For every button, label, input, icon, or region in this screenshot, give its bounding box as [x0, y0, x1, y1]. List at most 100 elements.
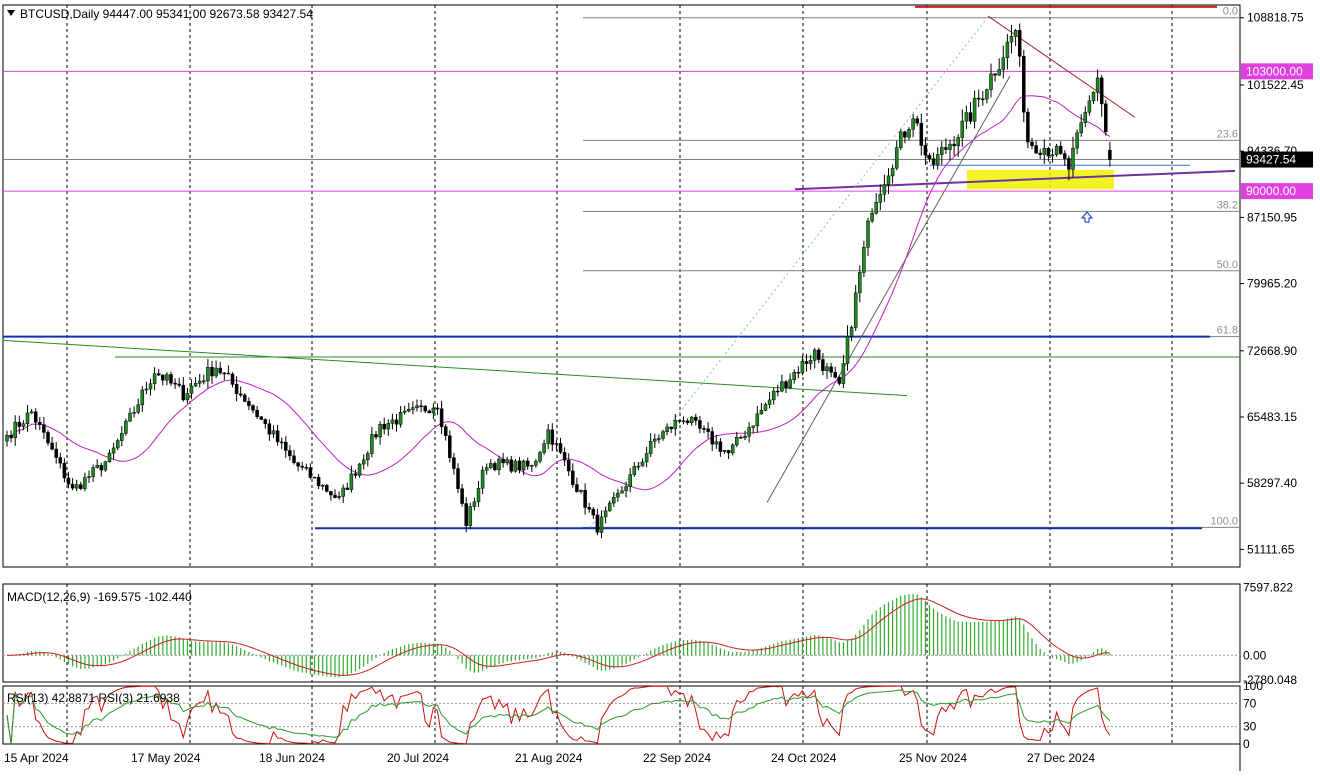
candle-body — [382, 424, 386, 430]
candle-body — [99, 465, 104, 471]
candle-body — [706, 428, 710, 432]
candle-body — [825, 366, 829, 371]
price-tick-label: 65483.15 — [1247, 410, 1297, 424]
price-badge-label: 93427.54 — [1246, 153, 1296, 167]
candle-body — [640, 461, 645, 467]
candle-body — [1013, 30, 1018, 37]
price-badge — [1241, 151, 1313, 168]
candle-body — [25, 412, 30, 424]
candle-body — [1009, 36, 1014, 43]
candle-body — [279, 441, 284, 444]
candle-body — [677, 420, 682, 422]
candle-body — [644, 453, 649, 463]
candle-body — [956, 137, 960, 147]
candle-body — [226, 372, 231, 375]
candle-body — [169, 374, 173, 384]
candle-body — [259, 416, 263, 420]
candle-body — [21, 423, 26, 427]
candle-body — [968, 112, 973, 122]
candle-body — [189, 385, 194, 394]
candle-body — [1104, 103, 1108, 133]
candle-body — [607, 502, 612, 512]
candle-body — [202, 380, 206, 383]
candle-body — [161, 374, 165, 381]
candle-body — [333, 494, 337, 498]
macd-tick-label: 0.00 — [1243, 648, 1267, 662]
candle-body — [907, 128, 911, 138]
fib-level-label: 23.6 — [1217, 128, 1238, 140]
candle-body — [374, 434, 378, 438]
candle-body — [1026, 111, 1030, 143]
candle-body — [353, 473, 358, 476]
candle-body — [144, 388, 149, 391]
fib-level-label: 61.8 — [1217, 325, 1238, 337]
candle-body — [767, 399, 772, 405]
candle-body — [316, 476, 321, 487]
candle-body — [407, 409, 411, 412]
candle-body — [858, 272, 862, 294]
candle-body — [402, 410, 407, 413]
candle-body — [599, 516, 604, 533]
main-pane-frame — [2, 4, 1241, 568]
rsi3-line — [6, 685, 1111, 745]
candle-body — [91, 467, 95, 477]
candle-body — [1083, 111, 1088, 123]
candle-body — [985, 89, 989, 100]
candle-body — [476, 488, 481, 503]
candle-body — [903, 131, 907, 138]
candle-body — [513, 460, 518, 472]
candle-body — [480, 469, 485, 489]
candle-body — [923, 145, 928, 156]
candle-body — [899, 131, 903, 148]
candle-body — [940, 147, 944, 155]
candle-body — [1050, 154, 1055, 157]
candle-body — [296, 462, 300, 467]
candle-body — [501, 458, 505, 464]
candle-body — [357, 463, 362, 476]
candle-body — [308, 467, 313, 478]
x-axis-date-label: 21 Aug 2024 — [515, 751, 583, 765]
candle-body — [370, 434, 374, 454]
candle-body — [1017, 30, 1022, 57]
candle-body — [448, 435, 452, 458]
candle-body — [267, 423, 272, 435]
x-axis-date-label: 22 Sep 2024 — [643, 751, 711, 765]
candle-body — [919, 122, 924, 146]
grid-lines — [66, 5, 1173, 744]
candle-body — [698, 420, 702, 429]
candle-body — [669, 426, 673, 430]
candle-body — [435, 407, 440, 410]
candle-body — [808, 360, 813, 364]
up-arrow-icon — [1080, 211, 1094, 223]
candle-body — [993, 73, 997, 76]
candle-body — [415, 405, 419, 408]
candle-body — [710, 431, 714, 445]
fib-level-label: 38.2 — [1217, 199, 1238, 211]
candle-body — [74, 484, 79, 489]
candle-body — [156, 373, 161, 376]
candle-body — [1067, 158, 1071, 170]
candle-body — [870, 212, 874, 222]
candle-body — [735, 437, 739, 446]
fib-level-label: 0.0 — [1223, 6, 1238, 18]
candle-body — [222, 372, 227, 375]
candle-body — [862, 246, 866, 273]
candle-body — [386, 423, 391, 430]
rsi-title: RSI(13) 42.8871 RSI(3) 21.6938 — [7, 691, 180, 705]
candle-body — [345, 487, 350, 490]
collapse-triangle-icon[interactable] — [7, 10, 15, 16]
price-badge-label: 103000.00 — [1246, 64, 1303, 78]
candle-body — [107, 452, 112, 462]
candle-body — [1001, 57, 1006, 70]
candle-body — [497, 458, 501, 471]
gray-channel-line — [766, 75, 1011, 503]
rsi13-line — [6, 689, 1111, 745]
candle-body — [366, 453, 370, 461]
price-tick-label: 51111.65 — [1247, 542, 1295, 556]
candle-body — [505, 459, 509, 464]
candle-body — [390, 419, 395, 424]
candle-body — [562, 452, 567, 461]
x-axis-date-label: 25 Nov 2024 — [899, 751, 967, 765]
